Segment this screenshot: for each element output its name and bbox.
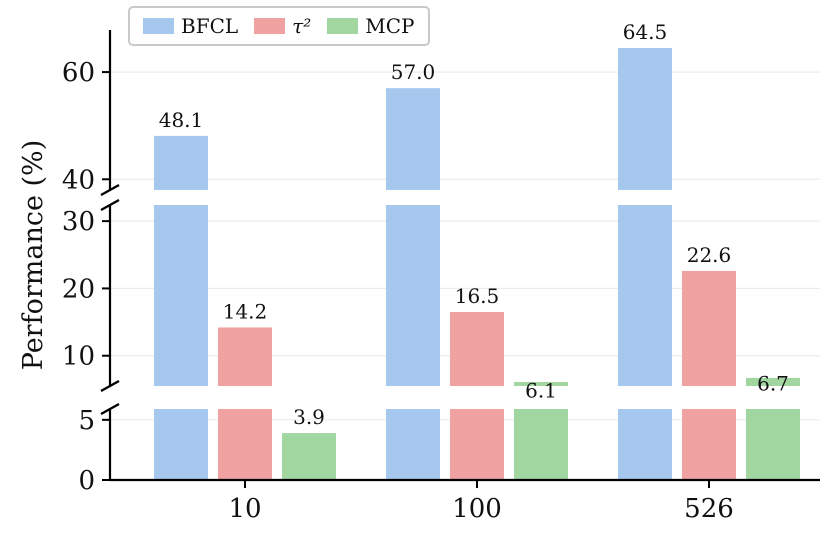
legend: BFCL τ² MCP [128, 6, 430, 46]
value-label-bfcl-526: 64.5 [623, 20, 668, 44]
value-label-series1-10: 14.2 [223, 299, 268, 323]
x-tick-label: 10 [228, 494, 261, 524]
y-tick-label: 30 [62, 207, 95, 237]
y-axis-label: Performance (%) [18, 139, 49, 371]
legend-item-tau2: τ² [254, 14, 311, 38]
x-tick-label: 526 [684, 494, 734, 524]
bar-mcp-10 [282, 433, 336, 480]
value-label-series1-526: 22.6 [687, 243, 732, 267]
axis-break-mark [100, 379, 120, 393]
bar-mcp-100 [514, 381, 568, 386]
bar-bfcl-100 [386, 408, 440, 480]
bar-series1-10 [218, 327, 272, 386]
bar-bfcl-526 [618, 205, 672, 386]
axis-break-mark [100, 402, 120, 416]
axis-break-mark [100, 183, 120, 197]
y-tick-label: 5 [78, 406, 95, 436]
bar-series1-100 [450, 408, 504, 480]
bar-bfcl-100 [386, 205, 440, 386]
legend-label-bfcl: BFCL [181, 14, 239, 38]
value-label-mcp-10: 3.9 [293, 405, 325, 429]
bar-bfcl-10 [154, 408, 208, 480]
value-label-series1-100: 16.5 [455, 284, 500, 308]
y-tick-label: 10 [62, 342, 95, 372]
legend-item-mcp: MCP [327, 14, 415, 38]
bar-series1-526 [682, 408, 736, 480]
value-label-mcp-526: 6.7 [757, 371, 789, 395]
bar-bfcl-526 [618, 47, 672, 191]
legend-label-mcp: MCP [365, 14, 415, 38]
y-tick-label: 60 [62, 58, 95, 88]
y-tick-label: 0 [78, 466, 95, 496]
bar-bfcl-10 [154, 135, 208, 190]
legend-label-tau2: τ² [292, 14, 312, 38]
value-label-bfcl-100: 57.0 [391, 60, 436, 84]
bar-bfcl-100 [386, 88, 440, 190]
value-label-bfcl-10: 48.1 [159, 108, 204, 132]
value-label-mcp-100: 6.1 [525, 379, 557, 403]
y-tick-label: 40 [62, 165, 95, 195]
y-tick-label: 20 [62, 274, 95, 304]
bar-series1-526 [682, 270, 736, 386]
bar-mcp-526 [746, 377, 800, 386]
legend-swatch-bfcl [143, 18, 174, 34]
legend-swatch-tau2 [254, 18, 286, 34]
legend-item-bfcl: BFCL [143, 14, 238, 38]
bar-series1-100 [450, 311, 504, 386]
legend-swatch-mcp [327, 18, 359, 34]
axis-break-mark [100, 198, 120, 212]
bar-mcp-526 [746, 408, 800, 480]
bar-mcp-100 [514, 408, 568, 480]
bar-bfcl-10 [154, 205, 208, 386]
x-tick-label: 100 [452, 494, 502, 524]
bar-series1-10 [218, 408, 272, 480]
bar-bfcl-526 [618, 408, 672, 480]
